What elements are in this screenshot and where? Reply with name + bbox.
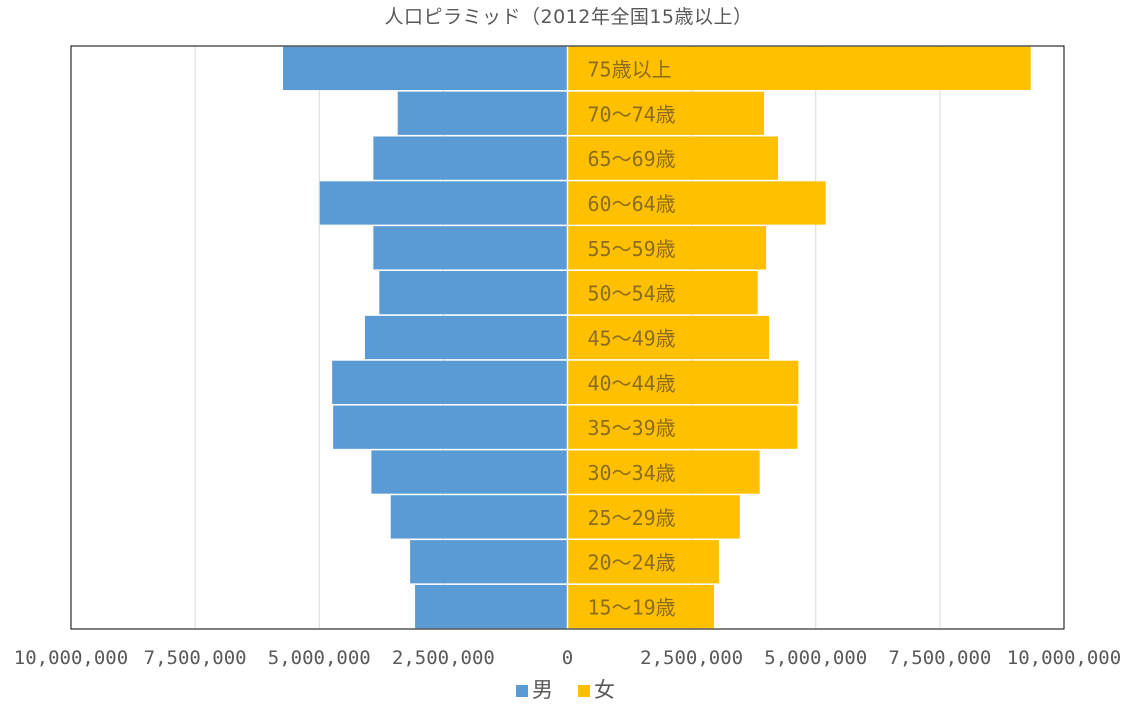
bar-male-0 [415,584,568,629]
bar-female-6 [567,315,770,360]
legend-swatch-0 [516,685,528,697]
bar-female-8 [567,226,767,270]
x-tick-label: 7,500,000 [144,647,247,669]
bar-female-7 [567,271,758,315]
x-tick-label: 2,500,000 [392,647,495,669]
bar-female-2 [567,495,740,539]
legend-label-0: 男 [532,678,553,702]
bar-female-11 [567,91,765,135]
category-label: 20～24歳 [588,551,676,575]
category-label: 60～64歳 [588,192,676,216]
bar-male-1 [410,540,568,584]
category-label: 65～69歳 [588,147,676,171]
bar-male-4 [333,405,568,449]
bar-female-9 [567,181,826,225]
category-label: 75歳以上 [588,57,672,81]
bar-female-0 [567,584,714,629]
bar-male-11 [397,91,568,135]
bar-male-8 [373,226,568,270]
bar-male-5 [332,360,568,404]
category-label: 30～34歳 [588,461,676,485]
bar-female-10 [567,136,779,180]
bar-male-10 [373,136,568,180]
chart-title: 人口ピラミッド（2012年全国15歳以上） [384,6,753,28]
category-label: 45～49歳 [588,327,676,351]
category-label: 50～54歳 [588,282,676,306]
category-label: 55～59歳 [588,237,676,261]
bar-female-4 [567,405,798,449]
x-tick-label: 10,000,000 [1007,647,1121,669]
category-label: 15～19歳 [588,596,676,620]
bar-female-5 [567,360,799,404]
bar-male-3 [371,450,568,494]
bar-male-9 [319,181,568,225]
x-tick-label: 5,000,000 [268,647,371,669]
x-tick-label: 10,000,000 [14,647,128,669]
category-label: 40～44歳 [588,371,676,395]
plot-border [70,45,1065,630]
x-tick-label: 2,500,000 [640,647,743,669]
category-label: 35～39歳 [588,416,676,440]
legend-swatch-1 [578,685,590,697]
bar-female-1 [567,540,719,584]
x-tick-label: 0 [562,647,573,669]
category-label: 25～29歳 [588,506,676,530]
bar-male-7 [379,271,568,315]
bar-male-6 [364,315,568,360]
legend-label-1: 女 [594,678,615,702]
bar-female-12 [567,46,1031,91]
bar-female-3 [567,450,760,494]
category-label: 70～74歳 [588,102,676,126]
bar-male-12 [283,46,568,91]
x-tick-label: 7,500,000 [888,647,991,669]
bar-male-2 [390,495,568,539]
x-tick-label: 5,000,000 [764,647,867,669]
